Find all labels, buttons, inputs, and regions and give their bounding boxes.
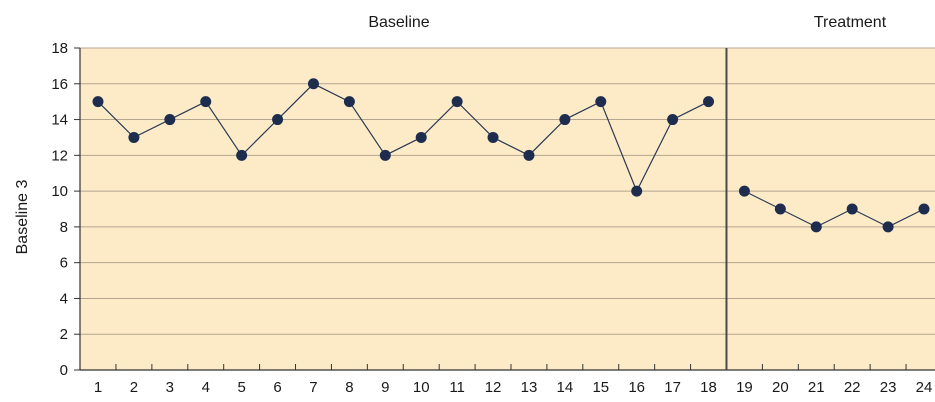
- x-tick-label-2: 2: [130, 379, 138, 396]
- x-tick-label-5: 5: [237, 379, 245, 396]
- phase-label-treatment: Treatment: [814, 14, 887, 31]
- y-tick-labels: 0 2 4 6 8 10 12 14 16 18: [51, 40, 80, 379]
- data-point-baseline-8: [343, 96, 355, 108]
- data-point-baseline-12: [487, 131, 499, 143]
- data-point-baseline-16: [631, 185, 643, 197]
- phase-label-baseline: Baseline: [368, 14, 429, 31]
- data-point-baseline-5: [236, 149, 248, 161]
- y-tick-label-8: 8: [60, 219, 68, 236]
- x-tick-label-10: 10: [413, 379, 430, 396]
- data-point-treatment-21: [810, 221, 822, 233]
- x-tick-label-20: 20: [772, 379, 789, 396]
- x-tick-label-17: 17: [664, 379, 681, 396]
- data-point-baseline-14: [559, 114, 571, 126]
- data-point-baseline-17: [667, 114, 679, 126]
- data-point-baseline-7: [307, 78, 319, 90]
- data-point-baseline-13: [523, 149, 535, 161]
- data-point-baseline-10: [415, 131, 427, 143]
- x-tick-label-7: 7: [309, 379, 317, 396]
- x-tick-label-21: 21: [808, 379, 825, 396]
- data-point-baseline-18: [703, 96, 715, 108]
- series-group: [92, 78, 930, 233]
- data-point-treatment-19: [738, 185, 750, 197]
- x-tick-label-1: 1: [94, 379, 102, 396]
- data-point-treatment-20: [774, 203, 786, 215]
- phase-labels: Baseline Treatment: [368, 14, 886, 31]
- x-tick-label-19: 19: [736, 379, 753, 396]
- y-tick-label-4: 4: [60, 290, 68, 307]
- x-tick-label-8: 8: [345, 379, 353, 396]
- data-point-baseline-11: [451, 96, 463, 108]
- x-tick-label-18: 18: [700, 379, 717, 396]
- x-tick-label-4: 4: [202, 379, 210, 396]
- y-tick-label-6: 6: [60, 255, 68, 272]
- data-point-baseline-2: [128, 131, 140, 143]
- data-point-baseline-4: [200, 96, 212, 108]
- y-axis-label: Baseline 3: [14, 180, 31, 255]
- data-point-baseline-9: [379, 149, 391, 161]
- y-axis-label-group: Baseline 3: [14, 180, 31, 255]
- x-tick-label-13: 13: [521, 379, 538, 396]
- x-tick-label-11: 11: [449, 379, 465, 396]
- data-point-treatment-22: [846, 203, 858, 215]
- x-tick-label-24: 24: [916, 379, 933, 396]
- data-point-treatment-24: [918, 203, 930, 215]
- y-tick-label-10: 10: [51, 183, 68, 200]
- x-tick-label-12: 12: [485, 379, 502, 396]
- data-point-treatment-23: [882, 221, 894, 233]
- x-tick-label-14: 14: [557, 379, 574, 396]
- y-tick-label-2: 2: [60, 326, 68, 343]
- y-tick-label-12: 12: [51, 147, 68, 164]
- y-tick-label-0: 0: [60, 362, 68, 379]
- data-point-baseline-15: [595, 96, 607, 108]
- x-tick-labels: 1 2 3 4 5 6 7 8 9 10 11 12 13 14 15 16 17 18 19 20 21 22 23 24: [94, 364, 933, 396]
- x-tick-label-22: 22: [844, 379, 861, 396]
- gridlines: [80, 47, 935, 335]
- y-tick-label-18: 18: [51, 40, 68, 57]
- y-tick-label-14: 14: [51, 112, 68, 129]
- axes: [79, 48, 935, 371]
- x-tick-label-3: 3: [166, 379, 174, 396]
- plot-background: [80, 48, 935, 370]
- x-tick-label-16: 16: [628, 379, 645, 396]
- data-point-baseline-3: [164, 114, 176, 126]
- data-point-baseline-1: [92, 96, 104, 108]
- x-tick-label-15: 15: [592, 379, 609, 396]
- series-line-baseline: [97, 83, 709, 193]
- x-tick-label-23: 23: [880, 379, 897, 396]
- y-tick-label-16: 16: [51, 76, 68, 93]
- x-tick-label-6: 6: [273, 379, 281, 396]
- data-point-baseline-6: [272, 114, 284, 126]
- series-line-treatment: [744, 190, 925, 228]
- x-tick-label-9: 9: [381, 379, 389, 396]
